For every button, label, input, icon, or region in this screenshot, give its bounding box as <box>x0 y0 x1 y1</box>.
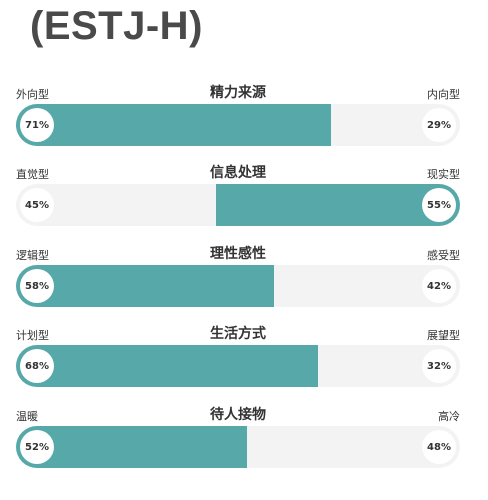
dimension-interpersonal: 温暖 待人接物 高冷 52% 48% <box>16 404 460 486</box>
progress-fill <box>16 104 331 146</box>
progress-fill <box>16 265 274 307</box>
progress-track: 71% 29% <box>16 104 460 146</box>
right-percent-badge: 32% <box>422 349 456 383</box>
dimension-title: 精力来源 <box>210 85 266 101</box>
dimension-information: 直觉型 信息处理 现实型 45% 55% <box>16 162 460 244</box>
progress-track: 45% 55% <box>16 184 460 226</box>
right-type-label: 高冷 <box>438 410 460 423</box>
right-percent-badge: 29% <box>422 108 456 142</box>
left-percent-badge: 58% <box>20 269 54 303</box>
progress-track: 58% 42% <box>16 265 460 307</box>
dimension-title: 理性感性 <box>210 246 266 262</box>
left-type-label: 计划型 <box>16 329 49 342</box>
dimension-title: 生活方式 <box>210 326 266 342</box>
left-percent-badge: 68% <box>20 349 54 383</box>
progress-fill <box>216 184 460 226</box>
progress-track: 52% 48% <box>16 426 460 468</box>
left-percent-badge: 45% <box>20 188 54 222</box>
left-percent-badge: 71% <box>20 108 54 142</box>
right-type-label: 感受型 <box>427 249 460 262</box>
right-type-label: 展望型 <box>427 329 460 342</box>
dimension-lifestyle: 计划型 生活方式 展望型 68% 32% <box>16 323 460 405</box>
progress-fill <box>16 345 318 387</box>
left-type-label: 外向型 <box>16 88 49 101</box>
right-percent-badge: 42% <box>422 269 456 303</box>
left-percent-badge: 52% <box>20 430 54 464</box>
dimension-energy: 外向型 精力来源 内向型 71% 29% <box>16 82 460 164</box>
dimension-title: 待人接物 <box>210 407 266 423</box>
left-type-label: 逻辑型 <box>16 249 49 262</box>
right-type-label: 现实型 <box>427 168 460 181</box>
left-type-label: 直觉型 <box>16 168 49 181</box>
progress-track: 68% 32% <box>16 345 460 387</box>
page-title: (ESTJ-H) <box>30 4 203 48</box>
dimension-title: 信息处理 <box>210 165 266 181</box>
right-percent-badge: 48% <box>422 430 456 464</box>
right-percent-badge: 55% <box>422 188 456 222</box>
dimension-decision: 逻辑型 理性感性 感受型 58% 42% <box>16 243 460 325</box>
right-type-label: 内向型 <box>427 88 460 101</box>
progress-fill <box>16 426 247 468</box>
left-type-label: 温暖 <box>16 410 38 423</box>
